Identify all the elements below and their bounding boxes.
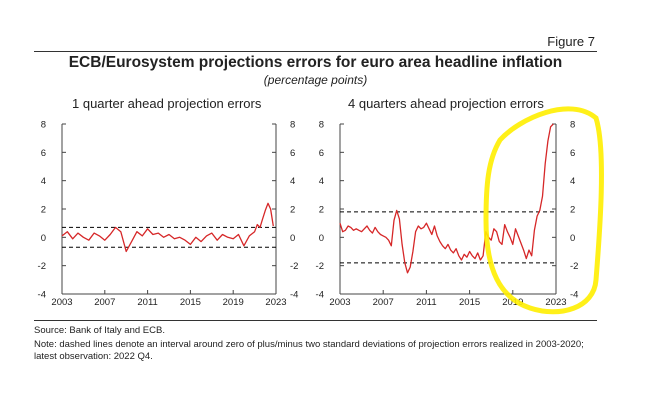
left-ytick-label-left: 4 bbox=[41, 176, 46, 187]
left-ytick-label-right: -2 bbox=[290, 261, 298, 272]
left-error-series-line bbox=[61, 202, 274, 253]
right-ytick-label-left: 8 bbox=[319, 120, 324, 131]
left-ytick-label-right: 6 bbox=[290, 148, 295, 159]
right-ytick-label-right: 4 bbox=[570, 176, 575, 187]
figure-title: ECB/Eurosystem projections errors for eu… bbox=[68, 54, 563, 71]
left-ytick-label-right: 8 bbox=[290, 120, 295, 131]
right-ytick-label-right: 0 bbox=[570, 233, 575, 244]
left-xtick-label: 2007 bbox=[94, 297, 115, 308]
left-ytick-label-right: 0 bbox=[290, 233, 295, 244]
right-ytick-label-left: 6 bbox=[319, 148, 324, 159]
left-xtick-label: 2003 bbox=[51, 297, 72, 308]
right-ytick-label-left: 2 bbox=[319, 205, 324, 216]
right-xtick-label: 2023 bbox=[545, 297, 566, 308]
left-ytick-label-left: 8 bbox=[41, 120, 46, 131]
right-xtick-label: 2011 bbox=[416, 297, 436, 308]
note-text: Note: dashed lines denote an interval ar… bbox=[34, 339, 584, 362]
left-xtick-label: 2011 bbox=[137, 297, 157, 308]
highlight-annotation bbox=[483, 106, 604, 315]
right-ytick-label-right: -2 bbox=[570, 261, 578, 272]
right-xtick-label: 2019 bbox=[502, 297, 523, 308]
right-ytick-label-left: 0 bbox=[319, 233, 324, 244]
right-ytick-label-right: 6 bbox=[570, 148, 575, 159]
right-xtick-label: 2003 bbox=[329, 297, 350, 308]
right-panel-title: 4 quarters ahead projection errors bbox=[348, 96, 544, 111]
top-rule bbox=[34, 51, 597, 52]
left-xtick-label: 2023 bbox=[265, 297, 286, 308]
figure-label: Figure 7 bbox=[547, 34, 595, 49]
left-ytick-label-right: 2 bbox=[290, 205, 295, 216]
left-ytick-label-left: -2 bbox=[38, 261, 46, 272]
left-xtick-label: 2015 bbox=[180, 297, 201, 308]
left-panel-title: 1 quarter ahead projection errors bbox=[72, 96, 262, 111]
right-error-series-line bbox=[339, 123, 554, 274]
right-xtick-label: 2015 bbox=[459, 297, 480, 308]
right-ytick-label-right: 2 bbox=[570, 205, 575, 216]
left-ytick-label-left: -4 bbox=[38, 290, 46, 301]
right-ytick-label-left: -2 bbox=[316, 261, 324, 272]
left-ytick-label-right: 4 bbox=[290, 176, 295, 187]
right-ytick-label-left: -4 bbox=[316, 290, 324, 301]
right-ytick-label-right: -4 bbox=[570, 290, 578, 301]
left-ytick-label-right: -4 bbox=[290, 290, 298, 301]
right-ytick-label-left: 4 bbox=[319, 176, 324, 187]
right-xtick-label: 2007 bbox=[373, 297, 394, 308]
left-ytick-label-left: 2 bbox=[41, 205, 46, 216]
right-ytick-label-right: 8 bbox=[570, 120, 575, 131]
left-ytick-label-left: 6 bbox=[41, 148, 46, 159]
left-ytick-label-left: 0 bbox=[41, 233, 46, 244]
bottom-rule bbox=[34, 320, 597, 321]
source-text: Source: Bank of Italy and ECB. bbox=[34, 325, 165, 336]
left-xtick-label: 2019 bbox=[223, 297, 244, 308]
figure-subtitle: (percentage points) bbox=[263, 73, 368, 87]
